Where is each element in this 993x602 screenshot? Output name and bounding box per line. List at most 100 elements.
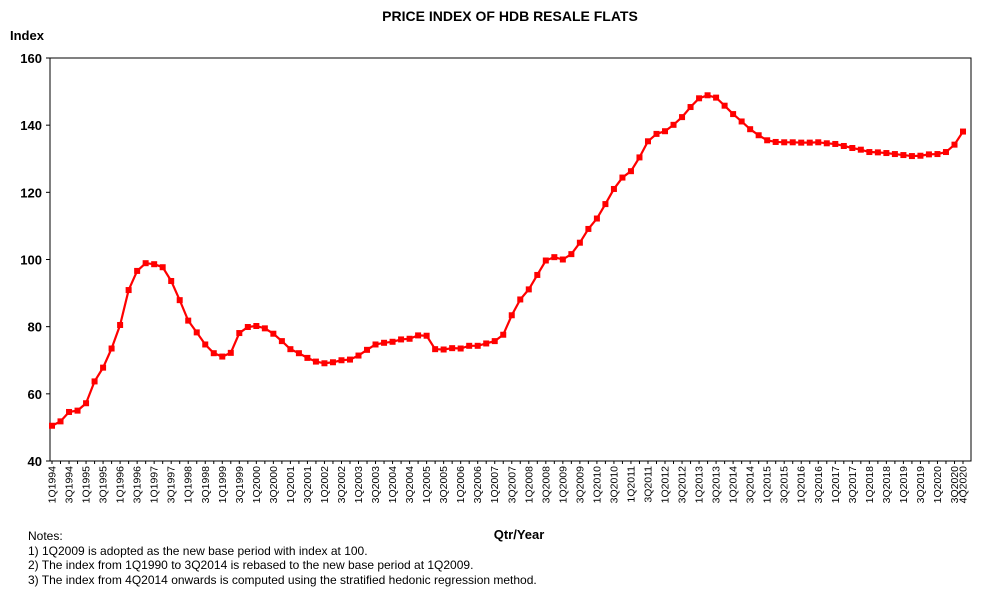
data-point (389, 338, 396, 345)
x-tick-label: 3Q2010 (608, 466, 620, 504)
data-point (772, 138, 779, 145)
y-tick-label: 160 (20, 51, 42, 66)
data-point (679, 114, 686, 121)
data-point (815, 139, 822, 146)
data-point (483, 340, 490, 347)
notes: Notes: 1) 1Q2009 is adopted as the new b… (28, 529, 537, 587)
data-point (108, 345, 115, 352)
x-tick-label: 3Q1995 (98, 466, 110, 504)
data-point (602, 201, 609, 208)
data-point (500, 331, 507, 338)
x-tick-label: 3Q1996 (132, 466, 144, 504)
data-point (559, 256, 566, 263)
data-point (670, 121, 677, 128)
data-point (355, 352, 362, 359)
y-tick-label: 120 (20, 185, 42, 200)
data-point (185, 317, 192, 324)
x-tick-label: 3Q2008 (540, 466, 552, 504)
x-tick-label: 1Q2016 (796, 466, 808, 504)
data-point (857, 146, 864, 153)
y-axis: 40 60 80 100 120 140 160 (20, 51, 50, 469)
x-tick-label: 3Q2012 (677, 466, 689, 504)
data-point (159, 264, 166, 271)
data-point (730, 111, 737, 118)
x-tick-label: 3Q2015 (779, 466, 791, 504)
x-tick-label: 3Q2013 (711, 466, 723, 504)
data-point (338, 357, 345, 364)
data-point (270, 330, 277, 337)
data-point (193, 329, 200, 336)
data-point (466, 342, 473, 349)
data-point (440, 346, 447, 353)
data-point (117, 321, 124, 328)
data-point (278, 338, 285, 345)
data-point (738, 118, 745, 125)
data-point (662, 128, 669, 135)
data-point (866, 149, 873, 156)
data-point (704, 92, 711, 99)
x-axis-label: Qtr/Year (494, 527, 545, 542)
data-point (942, 149, 949, 156)
data-point (210, 350, 217, 357)
data-point (576, 239, 583, 246)
data-point (142, 260, 149, 267)
x-tick-label: 1Q1995 (81, 466, 93, 504)
x-tick-label: 1Q2012 (660, 466, 672, 504)
data-point (960, 128, 966, 135)
data-point (372, 341, 379, 348)
x-tick-label: 3Q2019 (915, 466, 927, 504)
data-point (66, 408, 73, 415)
x-tick-label: 1Q2020 (932, 466, 944, 504)
data-point (125, 287, 132, 294)
x-tick-label: 1Q1996 (115, 466, 127, 504)
data-point (806, 139, 813, 146)
data-point (789, 139, 796, 146)
data-point (312, 358, 319, 365)
note-line-1: 1) 1Q2009 is adopted as the new base per… (28, 543, 368, 558)
x-tick-label: 3Q2011 (642, 466, 654, 503)
x-tick-label: 1Q2015 (762, 466, 774, 504)
x-tick-label: 3Q2002 (336, 466, 348, 504)
x-tick-label: 1Q2005 (421, 466, 433, 504)
data-point (364, 346, 371, 353)
data-point (849, 145, 856, 151)
data-point (551, 254, 558, 261)
data-point (619, 174, 626, 181)
data-point (908, 153, 915, 160)
x-tick-label: 3Q1998 (200, 466, 212, 504)
x-tick-label: 1Q2019 (898, 466, 910, 504)
x-tick-label: 1Q2010 (591, 466, 603, 504)
data-point (832, 140, 839, 147)
y-tick-label: 80 (28, 320, 42, 335)
data-point (934, 151, 941, 158)
y-axis-label: Index (10, 28, 45, 43)
data-point (304, 354, 311, 361)
x-tick-label: 3Q2001 (302, 466, 314, 504)
data-point (721, 102, 728, 109)
data-point (653, 130, 660, 137)
data-point (627, 168, 634, 175)
data-point (636, 154, 643, 161)
data-point (755, 132, 762, 139)
y-tick-label: 40 (28, 454, 42, 469)
data-point (83, 400, 90, 407)
data-point (508, 312, 515, 319)
x-tick-label: 1Q1994 (47, 466, 59, 504)
data-point (346, 356, 353, 363)
data-point (713, 94, 720, 101)
y-tick-label: 60 (28, 387, 42, 402)
x-tick-label: 3Q1999 (234, 466, 246, 504)
x-tick-label: 3Q2000 (268, 466, 280, 504)
x-tick-label: 1Q2006 (455, 466, 467, 504)
data-point (542, 257, 549, 264)
y-tick-label: 100 (20, 253, 42, 268)
x-tick-label: 1Q2003 (353, 466, 365, 504)
data-point (764, 137, 771, 144)
data-point (840, 142, 847, 149)
data-point (415, 332, 422, 339)
data-point (798, 139, 805, 146)
data-point (585, 225, 592, 232)
data-point (534, 271, 541, 278)
x-tick-label: 1Q2000 (251, 466, 263, 504)
